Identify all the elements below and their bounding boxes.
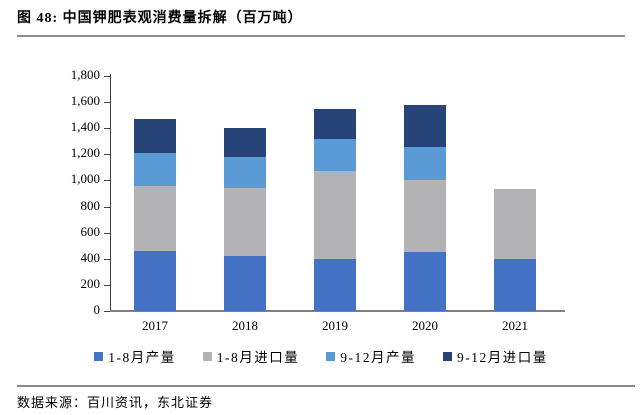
bar-segment-2020-9-12月进口量 (404, 105, 446, 148)
legend-swatch-icon (202, 351, 212, 361)
title-divider (17, 35, 625, 37)
y-axis-tick-mark (104, 128, 110, 130)
x-axis-label-2019: 2019 (322, 318, 348, 333)
y-axis-tick-mark (104, 232, 110, 234)
bar-segment-2019-9-12月进口量 (314, 109, 356, 140)
data-source-note: 数据来源：百川资讯，东北证券 (17, 395, 214, 410)
bar-segment-2021-1-8月产量 (494, 259, 536, 311)
legend-label: 1-8月进口量 (216, 350, 300, 365)
bar-segment-2020-1-8月产量 (404, 252, 446, 311)
y-axis-tick-mark (104, 180, 110, 182)
y-axis-tick-label: 1,600 (70, 93, 100, 109)
bar-segment-2019-1-8月进口量 (314, 170, 356, 259)
y-axis-tick-label: 200 (80, 275, 101, 291)
legend-item: 1-8月产量 (94, 346, 176, 366)
x-axis-label-2020: 2020 (412, 318, 438, 333)
bar-segment-2021-1-8月进口量 (494, 188, 536, 260)
x-axis-line (110, 310, 565, 312)
y-axis-tick-mark (104, 154, 110, 156)
y-axis-tick-label: 1,200 (70, 145, 100, 161)
footer-divider (17, 385, 635, 387)
y-axis-tick-label: 600 (80, 223, 101, 239)
legend-item: 9-12月进口量 (443, 346, 548, 366)
y-axis-tick-label: 400 (80, 249, 101, 265)
x-axis-label-2021: 2021 (502, 318, 528, 333)
legend-label: 9-12月进口量 (457, 350, 548, 365)
legend-swatch-icon (326, 351, 336, 361)
legend-item: 1-8月进口量 (202, 346, 300, 366)
legend-label: 1-8月产量 (108, 350, 176, 365)
legend-label: 9-12月产量 (340, 350, 416, 365)
y-axis-tick-label: 800 (80, 197, 101, 213)
legend-swatch-icon (443, 351, 452, 361)
x-axis-label-2017: 2017 (142, 318, 168, 333)
x-axis-label-2018: 2018 (232, 318, 258, 333)
bar-segment-2018-9-12月产量 (224, 156, 266, 188)
bar-segment-2020-1-8月进口量 (404, 180, 446, 253)
legend-item: 9-12月产量 (326, 346, 416, 366)
bar-segment-2020-9-12月产量 (404, 147, 446, 181)
bar-segment-2018-1-8月进口量 (224, 187, 266, 256)
bar-segment-2018-1-8月产量 (224, 255, 266, 311)
bar-segment-2019-1-8月产量 (314, 258, 356, 311)
y-axis-tick-mark (104, 284, 110, 286)
bar-segment-2017-9-12月产量 (134, 153, 176, 186)
legend: 1-8月产量 1-8月进口量 9-12月产量 9-12月进口量 (0, 346, 642, 366)
y-axis-tick-mark (104, 76, 110, 77)
legend-swatch-icon (94, 351, 104, 361)
bar-segment-2017-1-8月进口量 (134, 185, 176, 251)
bar-segment-2019-9-12月产量 (314, 139, 356, 171)
y-axis-tick-mark (104, 311, 110, 312)
bar-segment-2018-9-12月进口量 (224, 127, 266, 157)
y-axis-tick-mark (104, 206, 110, 208)
bar-segment-2017-9-12月进口量 (134, 119, 176, 154)
figure-title: 图 48: 中国钾肥表观消费量拆解（百万吨） (17, 11, 303, 26)
y-axis-tick-label: 1,800 (70, 67, 100, 82)
y-axis-tick-label: 1,000 (70, 171, 100, 187)
y-axis-line (110, 74, 111, 312)
y-axis-tick-mark (104, 258, 110, 260)
y-axis-tick-label: 1,400 (70, 119, 100, 135)
y-axis-tick-mark (104, 102, 110, 104)
y-axis-tick-label: 0 (93, 302, 101, 317)
bar-segment-2017-1-8月产量 (134, 250, 176, 311)
